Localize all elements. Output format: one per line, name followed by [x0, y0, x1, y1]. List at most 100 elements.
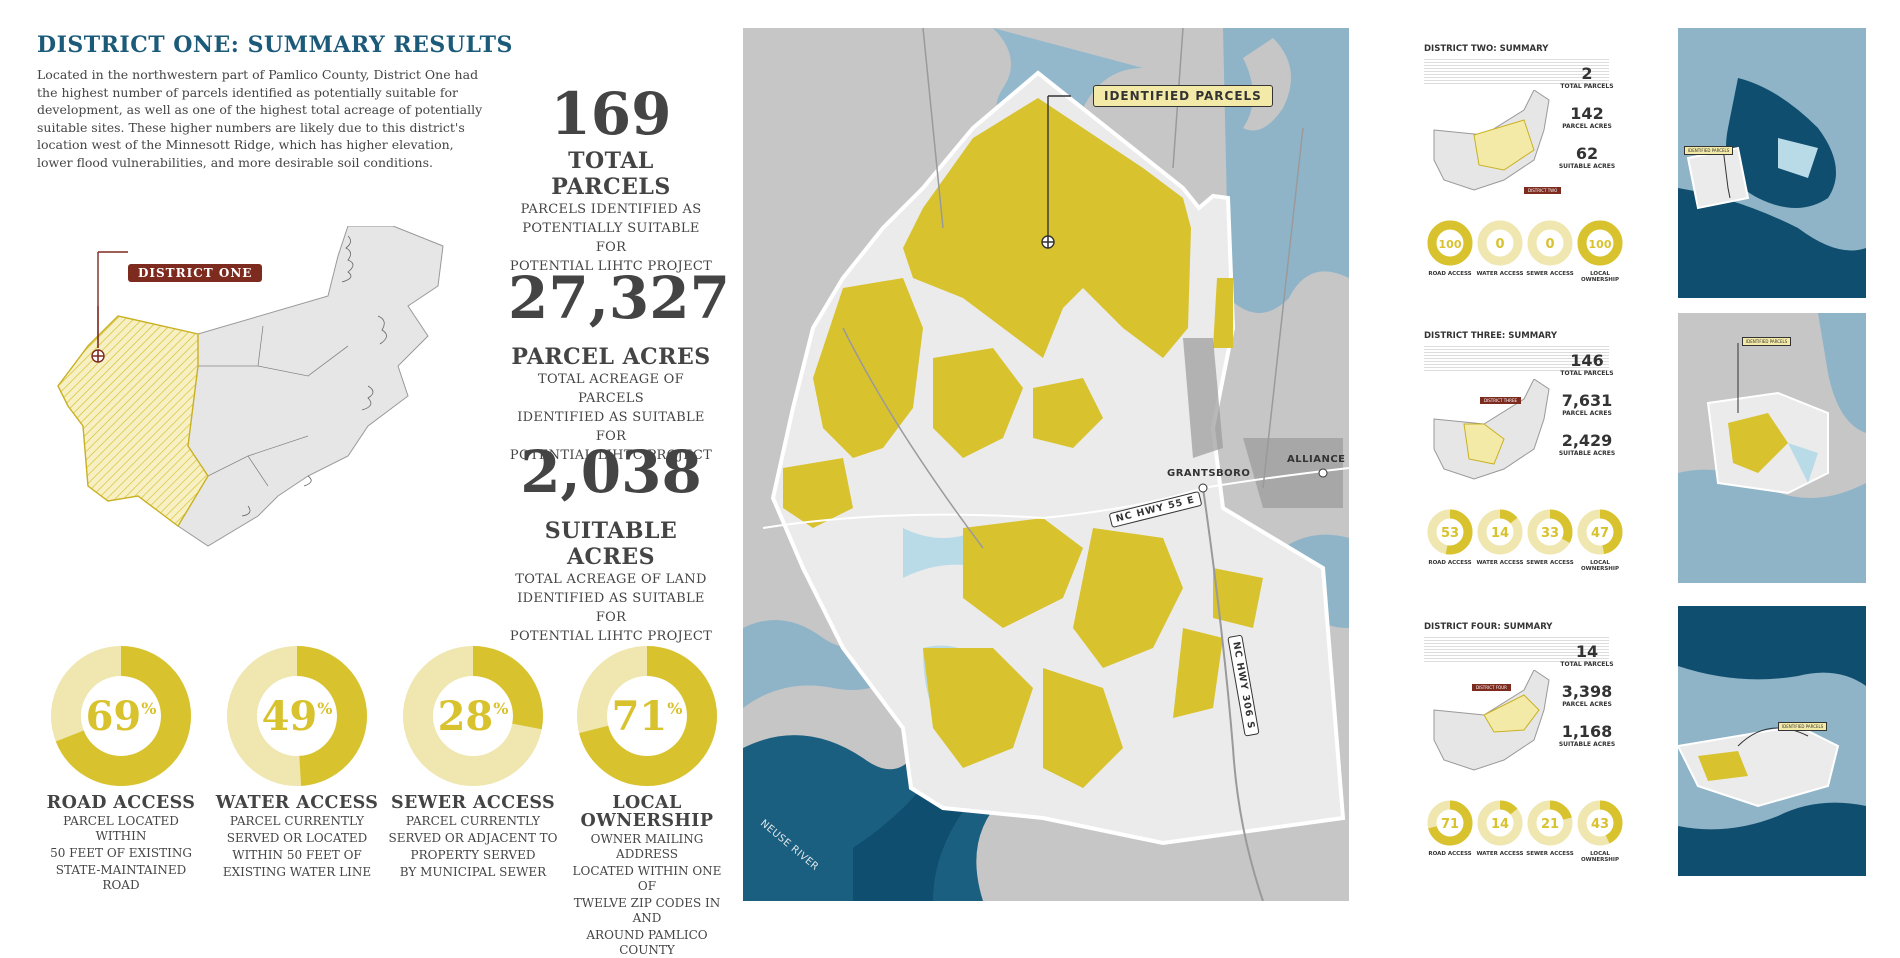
- stat-suitable-acres: 2,038 SUITABLE ACRES TOTAL ACREAGE OF LA…: [508, 442, 714, 646]
- donut-chart: 28%: [403, 646, 543, 786]
- side-stat-label: SUITABLE ACRES: [1558, 450, 1616, 457]
- side-stat-value: 14: [1575, 642, 1599, 661]
- donut-fill: [51, 646, 191, 786]
- side-donut-chart: 21: [1527, 800, 1573, 846]
- district-four-map: IDENTIFIED PARCELS: [1678, 606, 1866, 876]
- side-donut-chart: 33: [1527, 509, 1573, 555]
- side-donut-chart: 0: [1527, 220, 1573, 266]
- side-text: [1424, 635, 1609, 663]
- district-one-tag: DISTRICT ONE: [128, 264, 263, 282]
- stat-label: SUITABLE ACRES: [544, 518, 678, 570]
- stat-label: TOTAL PARCELS: [551, 148, 671, 200]
- side-donut-chart: 53: [1427, 509, 1473, 555]
- side-donut-fill: [1427, 509, 1473, 555]
- side-donut-value: 0: [1495, 237, 1504, 252]
- stat-sub: POTENTIALLY SUITABLE FOR: [522, 221, 700, 255]
- side-donut: 14 WATER ACCESS: [1476, 799, 1524, 857]
- identified-parcels-callout: IDENTIFIED PARCELS: [1093, 85, 1273, 107]
- side-stat-label: SUITABLE ACRES: [1558, 163, 1616, 170]
- side-donut-value: 100: [1439, 238, 1462, 251]
- district-four-summary: DISTRICT FOUR: SUMMARY DISTRICT FOUR 14 …: [1424, 622, 1624, 882]
- stat-label: PARCEL ACRES: [511, 344, 711, 370]
- side-donut: 100 ROAD ACCESS: [1426, 219, 1474, 277]
- donut-sub: PARCEL CURRENTLY: [229, 814, 365, 828]
- side-locator-map: [1433, 670, 1550, 771]
- side-title: DISTRICT FOUR: SUMMARY: [1424, 622, 1553, 632]
- donut-sub: SERVED OR LOCATED: [226, 831, 368, 845]
- donut-sewer-access: 28% SEWER ACCESS PARCEL CURRENTLY SERVED…: [388, 646, 558, 880]
- side-donut: 53 ROAD ACCESS: [1426, 508, 1474, 566]
- donut-sub: PARCEL LOCATED WITHIN: [63, 814, 179, 843]
- side-district-tag: DISTRICT TWO: [1524, 187, 1562, 194]
- side-stat-value: 2: [1581, 64, 1593, 83]
- side-donut: 33 SEWER ACCESS: [1526, 508, 1574, 566]
- side-donut: 71 ROAD ACCESS: [1426, 799, 1474, 857]
- side-donut-fill: [1577, 800, 1623, 846]
- side-donut-value: 21: [1541, 817, 1559, 832]
- donut-value: 28%: [438, 693, 509, 740]
- stat-total-parcels: 169 TOTAL PARCELS PARCELS IDENTIFIED AS …: [508, 84, 714, 276]
- side-donut-label: LOCAL OWNERSHIP: [1581, 271, 1619, 283]
- donut-fill: [403, 646, 543, 786]
- donut-sub: STATE-MAINTAINED ROAD: [55, 863, 187, 892]
- donut-sub: WITHIN 50 FEET OF: [232, 848, 362, 862]
- side-stat-label: TOTAL PARCELS: [1560, 661, 1614, 668]
- page-title: DISTRICT ONE: SUMMARY RESULTS: [37, 32, 513, 58]
- side-locator-map: [1433, 379, 1550, 480]
- side-stat-value: 142: [1570, 104, 1604, 123]
- donut-road-access: 69% ROAD ACCESS PARCEL LOCATED WITHIN 50…: [36, 646, 206, 893]
- donut-sub: PARCEL CURRENTLY: [405, 814, 541, 828]
- side-stat-label: TOTAL PARCELS: [1560, 370, 1614, 377]
- donut-sub: SERVED OR ADJACENT TO: [388, 831, 558, 845]
- side-donut: 43 LOCAL OWNERSHIP: [1576, 799, 1624, 863]
- side-donut-value: 47: [1591, 526, 1609, 541]
- side-donut: 0 WATER ACCESS: [1476, 219, 1524, 277]
- side-donut-label: LOCAL OWNERSHIP: [1581, 560, 1619, 572]
- intro-paragraph: Located in the northwestern part of Paml…: [37, 67, 483, 170]
- donut-value: 49%: [262, 693, 333, 740]
- side-donut-label: SEWER ACCESS: [1526, 271, 1574, 277]
- side-donut-value: 100: [1589, 238, 1612, 251]
- donut-sub: TWELVE ZIP CODES IN AND: [573, 896, 721, 925]
- side-donut-value: 0: [1545, 237, 1554, 252]
- stat-sub: IDENTIFIED AS SUITABLE FOR: [517, 410, 705, 444]
- donut-sub: PROPERTY SERVED: [410, 848, 536, 862]
- donut-chart: 49%: [227, 646, 367, 786]
- side-stat-label: TOTAL PARCELS: [1560, 83, 1614, 90]
- side-donut-chart: 100: [1577, 220, 1623, 266]
- side-donut: 14 WATER ACCESS: [1476, 508, 1524, 566]
- side-donut-label: WATER ACCESS: [1476, 271, 1524, 277]
- side-donut-label: SEWER ACCESS: [1526, 560, 1574, 566]
- district-three-summary: DISTRICT THREE: SUMMARY DISTRICT THREE 1…: [1424, 331, 1624, 591]
- side-donut-value: 33: [1541, 526, 1559, 541]
- side-stat-value: 2,429: [1561, 431, 1613, 450]
- side-donut-chart: 100: [1427, 220, 1473, 266]
- stat-sub: IDENTIFIED AS SUITABLE FOR: [517, 591, 705, 625]
- town-label-alliance: ALLIANCE: [1287, 454, 1346, 465]
- side-donut-chart: 43: [1577, 800, 1623, 846]
- district-three-map: IDENTIFIED PARCELS: [1678, 313, 1866, 583]
- side-donut-fill: [1577, 509, 1623, 555]
- donut-label: WATER ACCESS: [215, 793, 379, 813]
- donut-sub: LOCATED WITHIN ONE OF: [572, 864, 722, 893]
- stat-sub: POTENTIAL LIHTC PROJECT: [509, 259, 713, 274]
- side-stat-value: 146: [1570, 351, 1604, 370]
- district-two-map: IDENTIFIED PARCELS: [1678, 28, 1866, 298]
- stat-value: 2,038: [520, 438, 702, 506]
- donut-label: SEWER ACCESS: [390, 793, 556, 813]
- donut-fill: [227, 646, 367, 786]
- donut-value: 69%: [86, 693, 157, 740]
- donut-local-ownership: 71% LOCAL OWNERSHIP OWNER MAILING ADDRES…: [562, 646, 732, 958]
- side-donut-label: ROAD ACCESS: [1428, 560, 1472, 566]
- donut-label: OWNERSHIP: [580, 811, 714, 831]
- side-donut: 100 LOCAL OWNERSHIP: [1576, 219, 1624, 283]
- side-text: [1424, 344, 1609, 372]
- town-label-grantsboro: GRANTSBORO: [1167, 468, 1251, 479]
- side-title: DISTRICT TWO: SUMMARY: [1424, 44, 1549, 54]
- side-donut-label: ROAD ACCESS: [1428, 851, 1472, 857]
- side-title: DISTRICT THREE: SUMMARY: [1424, 331, 1558, 341]
- donut-fill: [577, 646, 717, 786]
- side-donut-label: WATER ACCESS: [1476, 560, 1524, 566]
- side-donut: 21 SEWER ACCESS: [1526, 799, 1574, 857]
- stat-sub: PARCELS IDENTIFIED AS: [520, 202, 702, 217]
